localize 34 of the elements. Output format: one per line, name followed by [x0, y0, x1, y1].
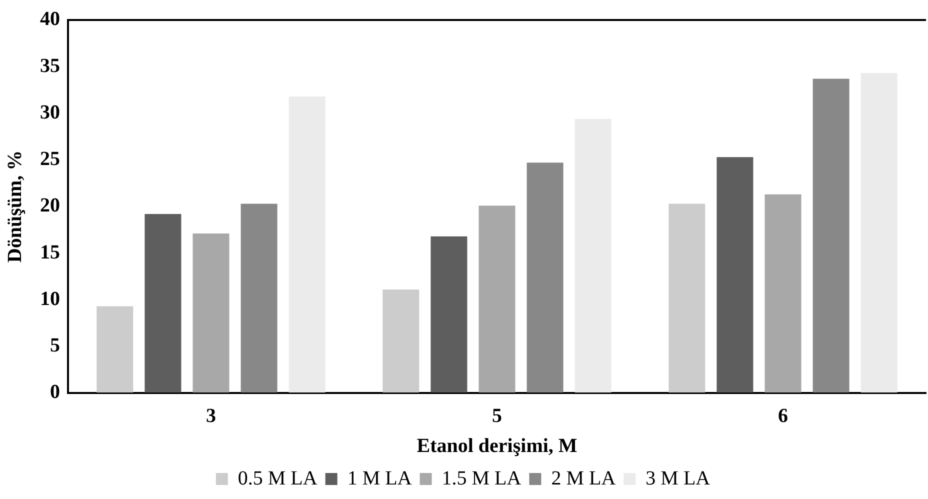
x-tick-label: 3	[206, 405, 216, 428]
legend-label: 0.5 M LA	[238, 467, 318, 490]
legend-label: 3 M LA	[646, 467, 711, 490]
y-tick-label: 15	[40, 241, 60, 264]
legend-label: 1 M LA	[347, 467, 412, 490]
y-axis-title: Dönüşüm, %	[4, 150, 26, 263]
bar	[240, 204, 278, 392]
y-tick-label: 0	[50, 381, 60, 404]
legend-label: 2 M LA	[551, 467, 616, 490]
bar	[430, 236, 468, 392]
y-tick-label: 10	[40, 288, 60, 310]
bar	[288, 96, 326, 392]
y-tick-label: 5	[50, 334, 60, 357]
y-tick-label: 30	[40, 101, 60, 124]
bar	[382, 289, 420, 392]
bar	[860, 73, 898, 392]
bar	[574, 118, 612, 392]
legend-label: 1.5 M LA	[442, 467, 522, 490]
bar	[478, 206, 516, 392]
bar	[716, 157, 754, 392]
bar	[96, 306, 134, 392]
x-tick-label: 5	[492, 405, 502, 428]
x-axis-title: Etanol derişimi, M	[416, 435, 578, 458]
y-tick-label: 35	[40, 54, 60, 77]
bar	[668, 204, 706, 392]
bar	[812, 78, 850, 392]
bar	[144, 214, 182, 392]
bar	[764, 194, 802, 392]
y-tick-label: 25	[40, 148, 60, 170]
x-tick-label: 6	[778, 405, 788, 428]
y-tick-label: 20	[40, 194, 60, 217]
y-tick-label: 40	[40, 8, 60, 30]
bar	[192, 234, 230, 392]
bar	[526, 162, 564, 392]
